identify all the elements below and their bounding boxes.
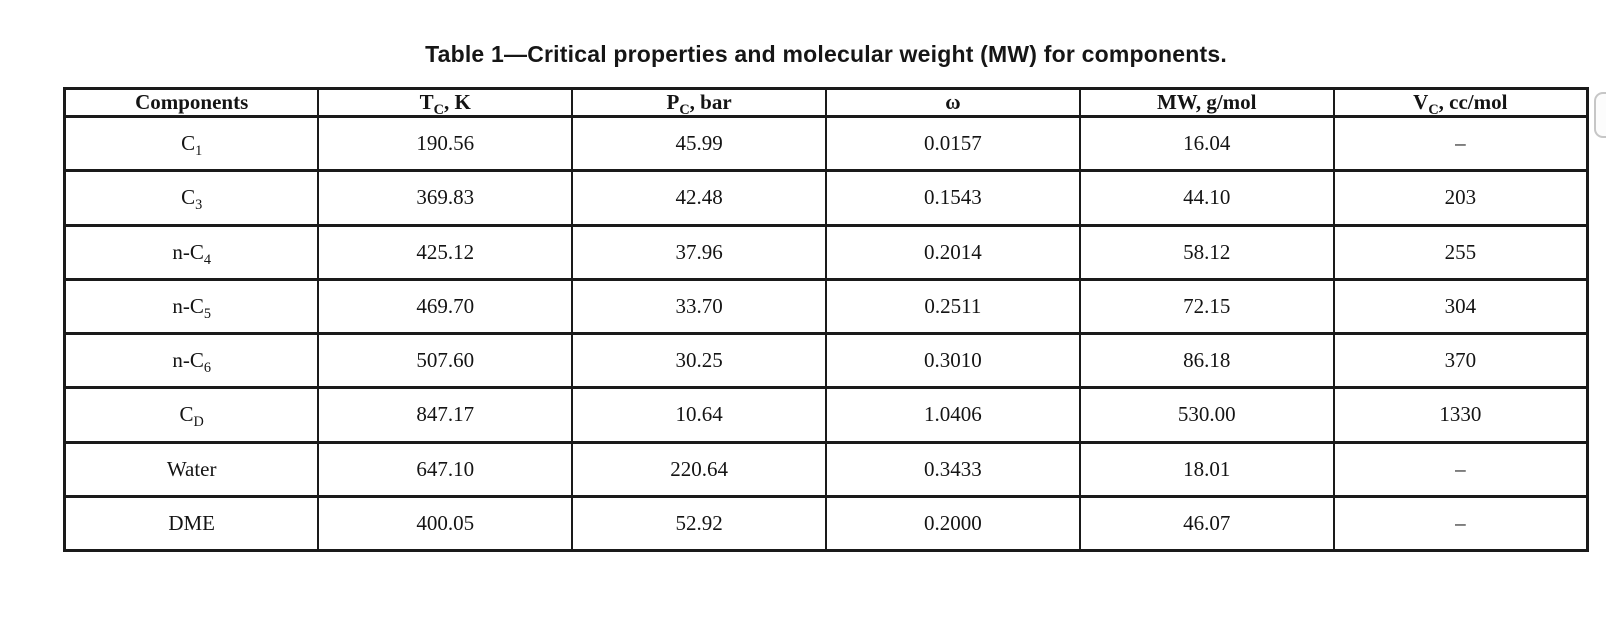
table-row-water: Water 647.10 220.64 0.3433 18.01 – — [63, 440, 1589, 498]
component-cell: C3 — [63, 169, 320, 227]
table-row-nc5: n-C5 469.70 33.70 0.2511 72.15 304 — [63, 277, 1589, 336]
component-cell: n-C6 — [63, 331, 320, 390]
tc-cell: 400.05 — [317, 494, 574, 553]
header-components: Components — [63, 87, 320, 118]
tc-cell: 425.12 — [317, 223, 574, 281]
pc-cell: 45.99 — [571, 114, 827, 173]
vc-cell: 203 — [1332, 169, 1589, 227]
vc-cell: – — [1332, 440, 1589, 498]
table-body: C1 190.56 45.99 0.0157 16.04 – C3 369.83… — [63, 114, 1589, 553]
pc-cell: 42.48 — [571, 169, 827, 227]
pc-cell: 10.64 — [571, 386, 827, 444]
component-cell: DME — [63, 494, 320, 553]
mw-cell: 16.04 — [1078, 114, 1335, 173]
vc-cell: 370 — [1332, 331, 1589, 390]
pc-cell: 52.92 — [571, 494, 827, 553]
vc-cell: 304 — [1332, 277, 1589, 336]
header-pc: PC, bar — [571, 87, 827, 118]
omega-cell: 0.3010 — [824, 331, 1081, 390]
omega-cell: 0.2000 — [824, 494, 1081, 553]
header-row: Components TC, K PC, bar ω MW, g/mol VC,… — [63, 87, 1589, 118]
tc-cell: 469.70 — [317, 277, 574, 336]
tc-cell: 647.10 — [317, 440, 574, 498]
vc-cell: – — [1332, 114, 1589, 173]
table-row-dme: DME 400.05 52.92 0.2000 46.07 – — [63, 494, 1589, 553]
table-row-c3: C3 369.83 42.48 0.1543 44.10 203 — [63, 169, 1589, 227]
header-mw: MW, g/mol — [1078, 87, 1335, 118]
omega-cell: 0.1543 — [824, 169, 1081, 227]
table-row-cd: CD 847.17 10.64 1.0406 530.00 1330 — [63, 386, 1589, 444]
omega-cell: 0.2014 — [824, 223, 1081, 281]
critical-properties-table: Components TC, K PC, bar ω MW, g/mol VC,… — [63, 87, 1589, 553]
mw-cell: 72.15 — [1078, 277, 1335, 336]
tc-cell: 507.60 — [317, 331, 574, 390]
component-cell: C1 — [63, 114, 320, 173]
vc-cell: 255 — [1332, 223, 1589, 281]
table-header: Components TC, K PC, bar ω MW, g/mol VC,… — [63, 87, 1589, 118]
table-row-c1: C1 190.56 45.99 0.0157 16.04 – — [63, 114, 1589, 173]
component-cell: n-C4 — [63, 223, 320, 281]
pc-cell: 37.96 — [571, 223, 827, 281]
mw-cell: 46.07 — [1078, 494, 1335, 553]
mw-cell: 58.12 — [1078, 223, 1335, 281]
header-vc: VC, cc/mol — [1332, 87, 1589, 118]
component-cell: CD — [63, 386, 320, 444]
table-row-nc4: n-C4 425.12 37.96 0.2014 58.12 255 — [63, 223, 1589, 281]
header-tc: TC, K — [317, 87, 574, 118]
omega-cell: 0.0157 — [824, 114, 1081, 173]
mw-cell: 18.01 — [1078, 440, 1335, 498]
pc-cell: 30.25 — [571, 331, 827, 390]
table-title: Table 1—Critical properties and molecula… — [425, 41, 1227, 67]
component-cell: n-C5 — [63, 277, 320, 336]
vc-cell: 1330 — [1332, 386, 1589, 444]
omega-cell: 0.3433 — [824, 440, 1081, 498]
mw-cell: 530.00 — [1078, 386, 1335, 444]
omega-cell: 1.0406 — [824, 386, 1081, 444]
header-omega: ω — [824, 87, 1081, 118]
vc-cell: – — [1332, 494, 1589, 553]
tc-cell: 369.83 — [317, 169, 574, 227]
right-edge-cutoff-button[interactable] — [1594, 92, 1606, 138]
pc-cell: 220.64 — [571, 440, 827, 498]
table-row-nc6: n-C6 507.60 30.25 0.3010 86.18 370 — [63, 331, 1589, 390]
mw-cell: 86.18 — [1078, 331, 1335, 390]
pc-cell: 33.70 — [571, 277, 827, 336]
omega-cell: 0.2511 — [824, 277, 1081, 336]
tc-cell: 190.56 — [317, 114, 574, 173]
tc-cell: 847.17 — [317, 386, 574, 444]
mw-cell: 44.10 — [1078, 169, 1335, 227]
component-cell: Water — [63, 440, 320, 498]
